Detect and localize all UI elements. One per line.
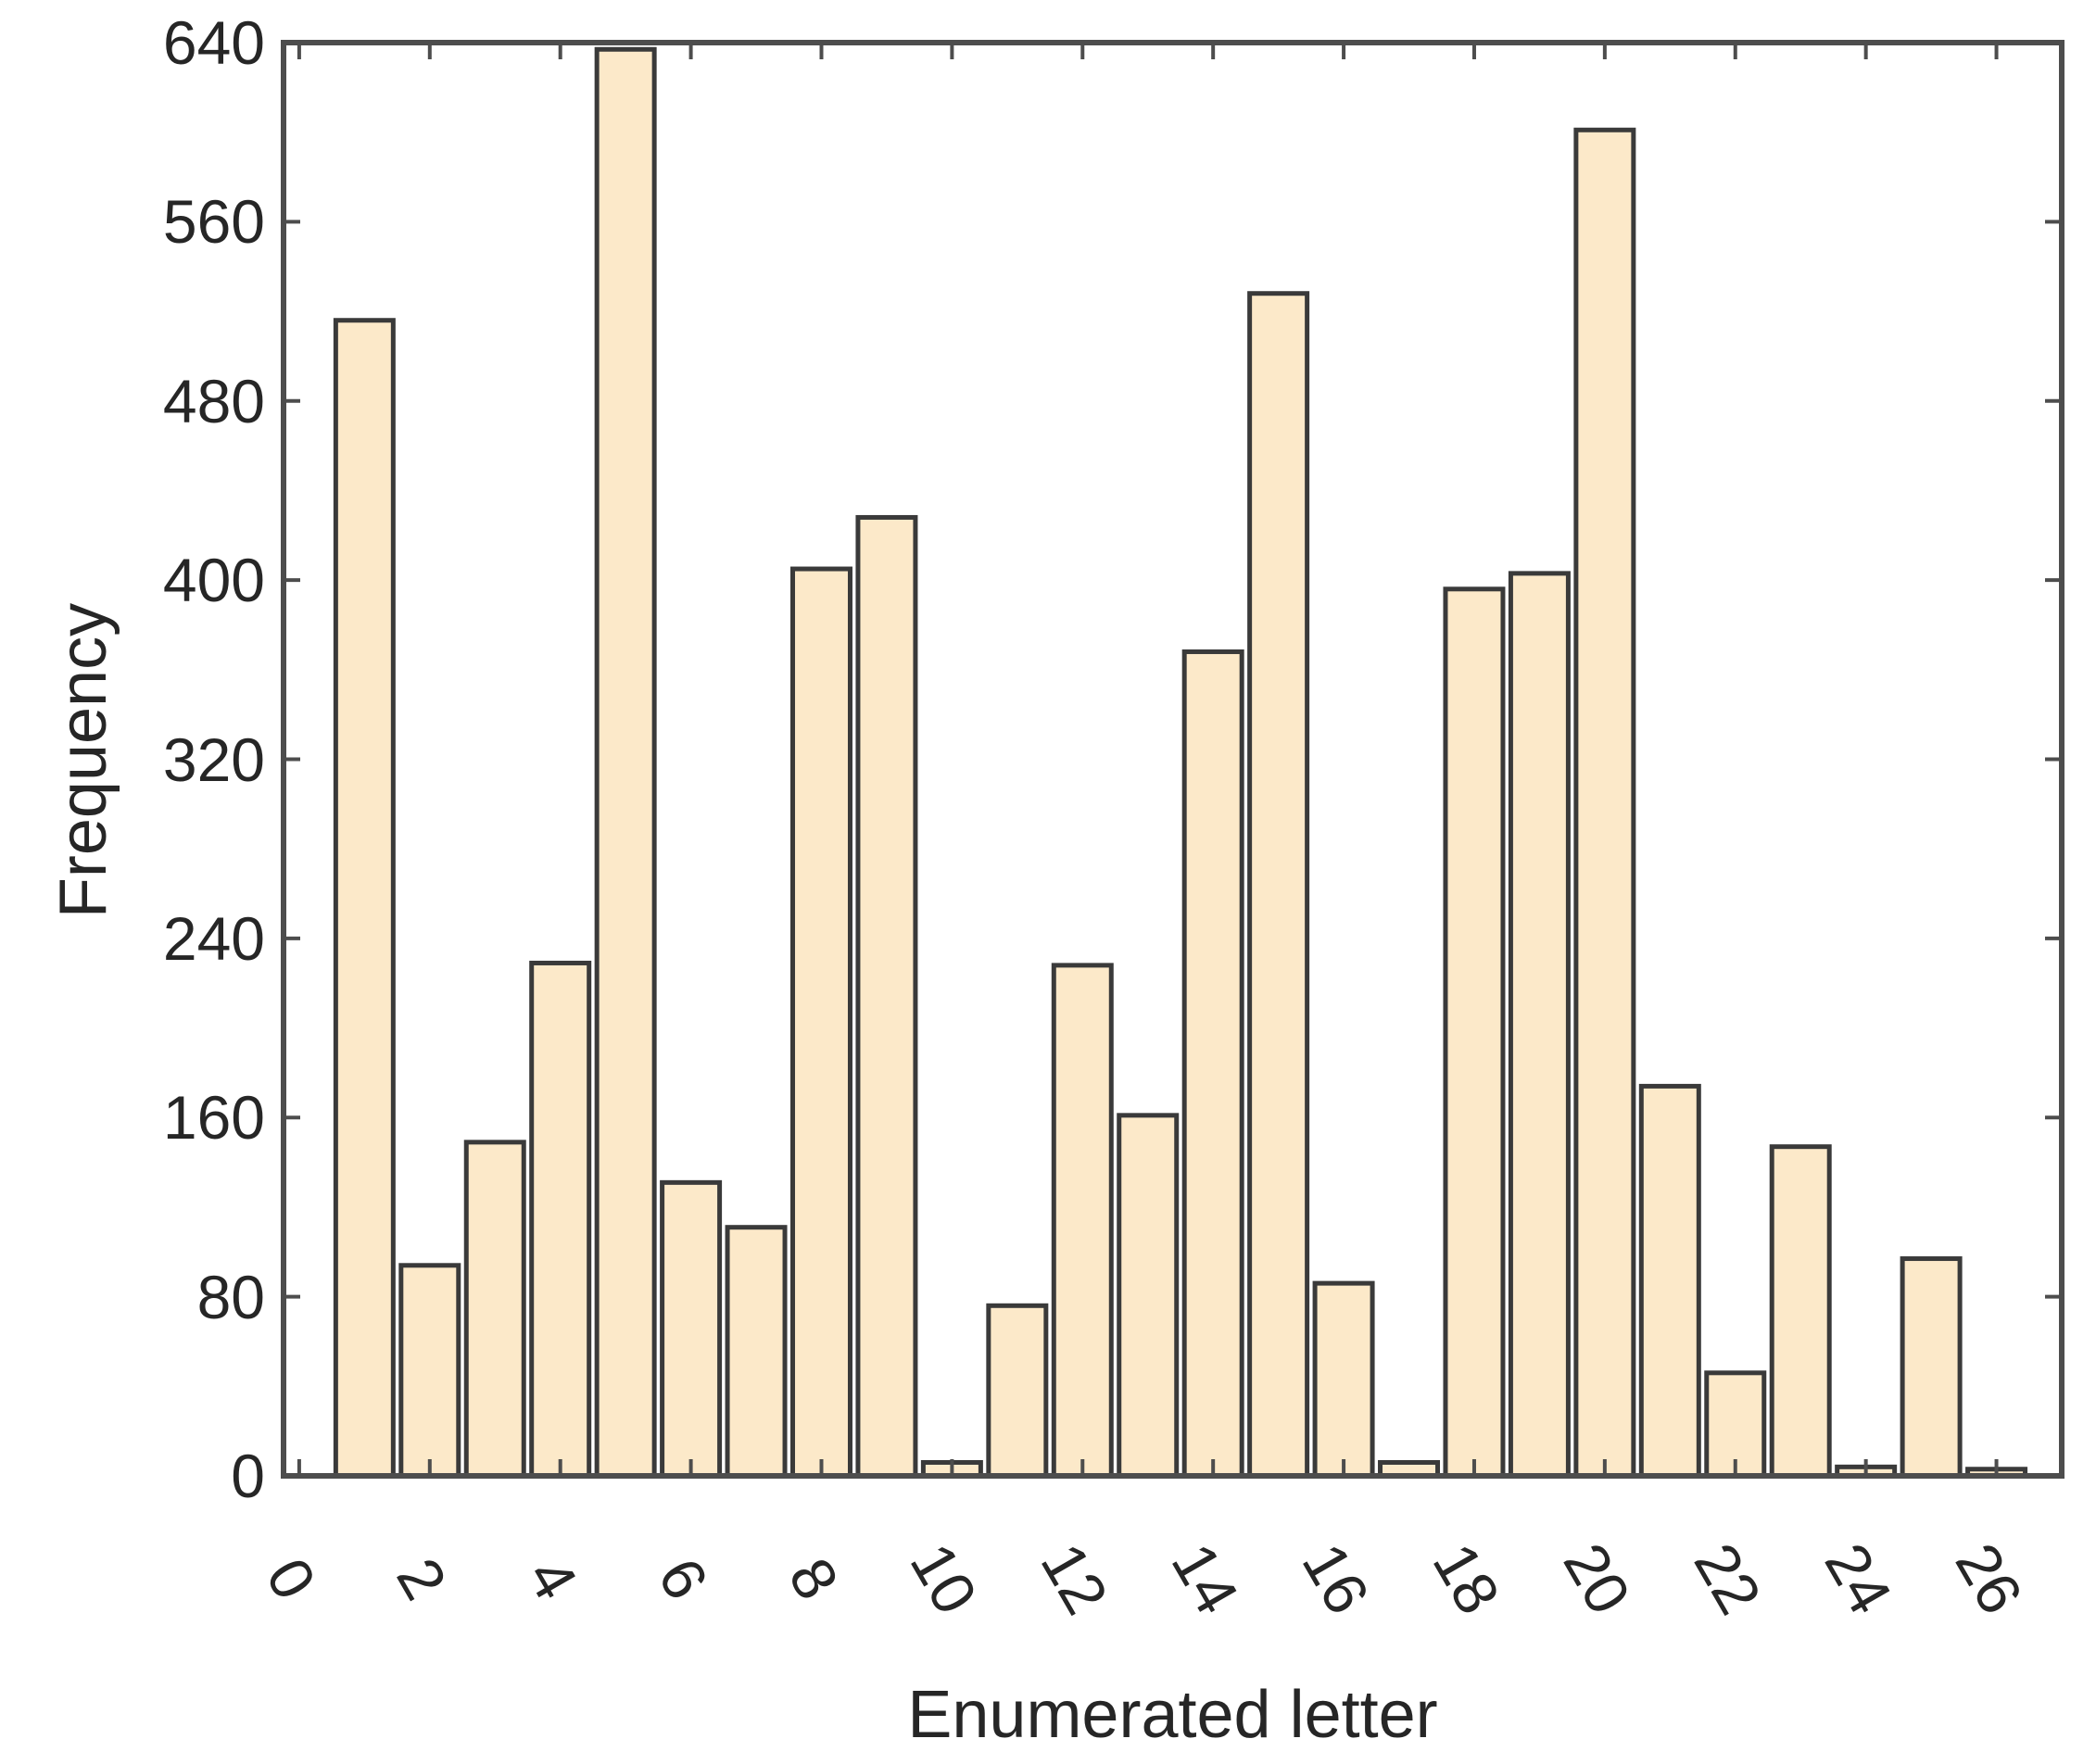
bar — [398, 1263, 461, 1479]
bar — [1508, 571, 1571, 1479]
bar — [594, 46, 657, 1479]
bar — [855, 514, 918, 1479]
bar — [1117, 1113, 1180, 1479]
y-tick-label: 80 — [196, 1262, 265, 1331]
bar — [1181, 649, 1244, 1479]
y-tick-label: 160 — [162, 1083, 265, 1153]
y-tick-label: 480 — [162, 366, 265, 435]
bar — [1900, 1256, 1963, 1479]
bar — [1573, 127, 1636, 1479]
bar — [529, 960, 592, 1479]
bar — [1051, 963, 1114, 1479]
bar — [1443, 586, 1506, 1479]
y-tick-label: 400 — [162, 546, 265, 615]
bar — [660, 1179, 723, 1479]
y-tick-label: 0 — [231, 1442, 265, 1510]
bar — [986, 1303, 1049, 1479]
bar — [725, 1225, 788, 1479]
bar — [463, 1140, 526, 1479]
y-tick-label: 240 — [162, 903, 265, 973]
y-tick-label: 320 — [162, 724, 265, 794]
x-axis-label: Enumerated letter — [907, 1678, 1438, 1752]
bar — [333, 318, 396, 1479]
y-tick-label: 640 — [162, 8, 265, 77]
bar — [1312, 1280, 1375, 1479]
bar — [789, 566, 852, 1479]
bar — [1247, 291, 1310, 1479]
bar — [1638, 1083, 1701, 1479]
bar — [1769, 1144, 1832, 1479]
y-tick-label: 560 — [162, 187, 265, 257]
